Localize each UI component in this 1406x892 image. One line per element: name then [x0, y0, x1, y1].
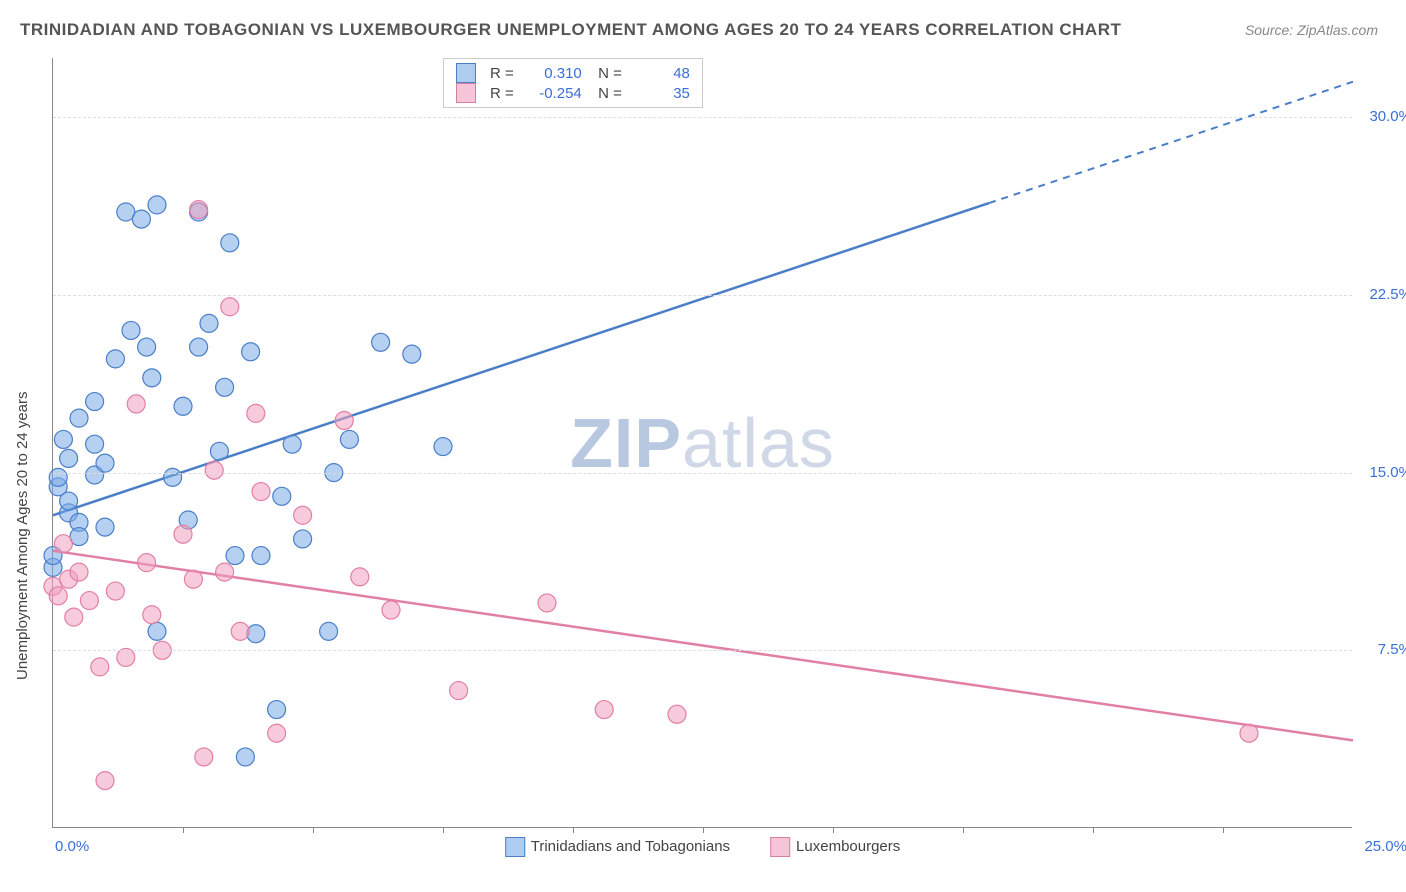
legend-swatch	[456, 63, 476, 83]
x-tick-mark	[963, 827, 964, 833]
series-legend-item: Trinidadians and Tobagonians	[505, 837, 730, 857]
correlation-legend-row: R = -0.254 N = 35	[456, 83, 690, 103]
x-tick-mark	[183, 827, 184, 833]
series-legend: Trinidadians and Tobagonians Luxembourger…	[505, 837, 901, 857]
gridline	[53, 117, 1352, 118]
x-tick-mark	[313, 827, 314, 833]
x-tick-min: 0.0%	[55, 838, 89, 855]
gridline	[53, 295, 1352, 296]
series-legend-item: Luxembourgers	[770, 837, 900, 857]
correlation-legend-row: R = 0.310 N = 48	[456, 63, 690, 83]
x-tick-mark	[703, 827, 704, 833]
legend-swatch	[456, 83, 476, 103]
y-tick-label: 7.5%	[1357, 641, 1406, 658]
series-legend-label: Trinidadians and Tobagonians	[531, 838, 730, 855]
chart-svg	[53, 58, 1352, 827]
plot-area: ZIPatlas R =0.310 N =48R =-0.254 N =35 0…	[52, 58, 1352, 828]
x-tick-mark	[833, 827, 834, 833]
n-value: 35	[630, 85, 690, 102]
n-label: N =	[590, 65, 622, 82]
gridline	[53, 473, 1352, 474]
n-label: N =	[590, 85, 622, 102]
x-tick-mark	[573, 827, 574, 833]
y-axis-label: Unemployment Among Ages 20 to 24 years	[14, 391, 31, 680]
gridline	[53, 650, 1352, 651]
x-tick-mark	[1223, 827, 1224, 833]
x-tick-max: 25.0%	[1364, 838, 1406, 855]
r-label: R =	[490, 85, 514, 102]
legend-swatch	[505, 837, 525, 857]
chart-title: TRINIDADIAN AND TOBAGONIAN VS LUXEMBOURG…	[20, 20, 1121, 40]
y-tick-label: 22.5%	[1357, 286, 1406, 303]
chart-source: Source: ZipAtlas.com	[1245, 22, 1378, 38]
y-tick-label: 15.0%	[1357, 464, 1406, 481]
x-tick-mark	[1093, 827, 1094, 833]
r-value: 0.310	[522, 65, 582, 82]
correlation-legend: R = 0.310 N = 48 R = -0.254 N = 35	[443, 58, 703, 108]
y-tick-label: 30.0%	[1357, 108, 1406, 125]
r-value: -0.254	[522, 85, 582, 102]
x-tick-mark	[443, 827, 444, 833]
legend-swatch	[770, 837, 790, 857]
n-value: 48	[630, 65, 690, 82]
series-legend-label: Luxembourgers	[796, 838, 900, 855]
r-label: R =	[490, 65, 514, 82]
